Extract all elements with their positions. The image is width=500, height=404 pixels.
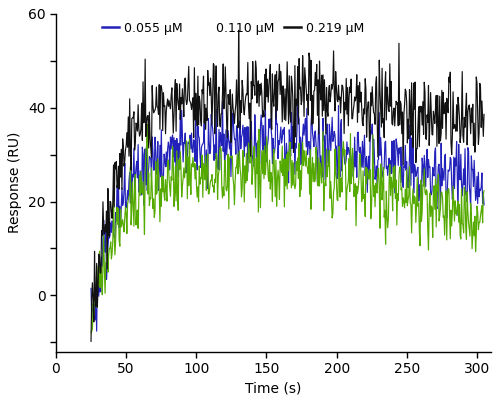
X-axis label: Time (s): Time (s) bbox=[246, 382, 302, 396]
Legend: 0.055 μM, 0.110 μM, 0.219 μM: 0.055 μM, 0.110 μM, 0.219 μM bbox=[97, 17, 369, 40]
Y-axis label: Response (RU): Response (RU) bbox=[8, 132, 22, 234]
